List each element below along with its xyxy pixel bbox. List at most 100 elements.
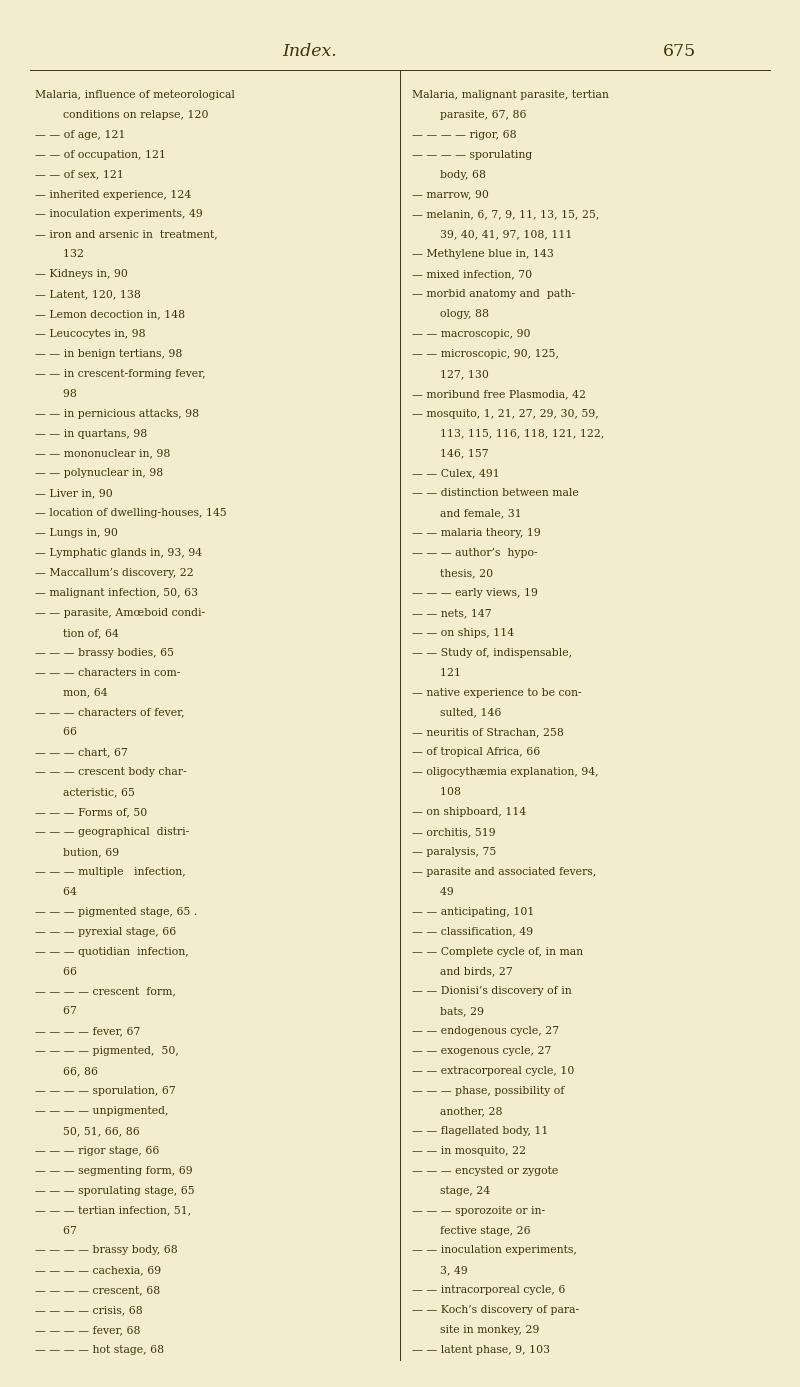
Text: 64: 64 [35, 886, 77, 897]
Text: — — — — crescent  form,: — — — — crescent form, [35, 986, 176, 996]
Text: — — — — hot stage, 68: — — — — hot stage, 68 [35, 1345, 164, 1355]
Text: — — in crescent-forming fever,: — — in crescent-forming fever, [35, 369, 206, 379]
Text: — morbid anatomy and  path-: — morbid anatomy and path- [412, 288, 575, 300]
Text: — — — — unpigmented,: — — — — unpigmented, [35, 1105, 169, 1117]
Text: conditions on relapse, 120: conditions on relapse, 120 [35, 110, 209, 119]
Text: 67: 67 [35, 1007, 77, 1017]
Text: — Latent, 120, 138: — Latent, 120, 138 [35, 288, 141, 300]
Text: — — latent phase, 9, 103: — — latent phase, 9, 103 [412, 1345, 550, 1355]
Text: — — — — cachexia, 69: — — — — cachexia, 69 [35, 1265, 161, 1276]
Text: — — — author’s  hypo-: — — — author’s hypo- [412, 548, 538, 558]
Text: 127, 130: 127, 130 [412, 369, 489, 379]
Text: — — flagellated body, 11: — — flagellated body, 11 [412, 1126, 548, 1136]
Text: 3, 49: 3, 49 [412, 1265, 468, 1276]
Text: — — Study of, indispensable,: — — Study of, indispensable, [412, 648, 572, 657]
Text: 146, 157: 146, 157 [412, 448, 489, 459]
Text: Malaria, influence of meteorological: Malaria, influence of meteorological [35, 90, 235, 100]
Text: — marrow, 90: — marrow, 90 [412, 190, 489, 200]
Text: — — extracorporeal cycle, 10: — — extracorporeal cycle, 10 [412, 1067, 574, 1076]
Text: 66: 66 [35, 967, 77, 976]
Text: 675: 675 [663, 43, 697, 61]
Text: body, 68: body, 68 [412, 169, 486, 180]
Text: — — polynuclear in, 98: — — polynuclear in, 98 [35, 469, 163, 479]
Text: — moribund free Plasmodia, 42: — moribund free Plasmodia, 42 [412, 388, 586, 399]
Text: mon, 64: mon, 64 [35, 688, 108, 698]
Text: — melanin, 6, 7, 9, 11, 13, 15, 25,: — melanin, 6, 7, 9, 11, 13, 15, 25, [412, 209, 599, 219]
Text: — — — — sporulation, 67: — — — — sporulation, 67 [35, 1086, 176, 1096]
Text: — — — — crisis, 68: — — — — crisis, 68 [35, 1305, 142, 1315]
Text: — Liver in, 90: — Liver in, 90 [35, 488, 113, 498]
Text: — — in quartans, 98: — — in quartans, 98 [35, 429, 147, 438]
Text: — — — Forms of, 50: — — — Forms of, 50 [35, 807, 147, 817]
Text: Malaria, malignant parasite, tertian: Malaria, malignant parasite, tertian [412, 90, 609, 100]
Text: — — macroscopic, 90: — — macroscopic, 90 [412, 329, 530, 338]
Text: — — exogenous cycle, 27: — — exogenous cycle, 27 [412, 1046, 551, 1057]
Text: 50, 51, 66, 86: 50, 51, 66, 86 [35, 1126, 140, 1136]
Text: 98: 98 [35, 388, 77, 399]
Text: — oligocythæmia explanation, 94,: — oligocythæmia explanation, 94, [412, 767, 598, 777]
Text: — — — characters of fever,: — — — characters of fever, [35, 707, 185, 717]
Text: — iron and arsenic in  treatment,: — iron and arsenic in treatment, [35, 229, 218, 240]
Text: ology, 88: ology, 88 [412, 309, 489, 319]
Text: Index.: Index. [282, 43, 338, 61]
Text: and female, 31: and female, 31 [412, 508, 522, 519]
Text: 113, 115, 116, 118, 121, 122,: 113, 115, 116, 118, 121, 122, [412, 429, 604, 438]
Text: — — in benign tertians, 98: — — in benign tertians, 98 [35, 350, 182, 359]
Text: — — mononuclear in, 98: — — mononuclear in, 98 [35, 448, 170, 459]
Text: — — — sporulating stage, 65: — — — sporulating stage, 65 [35, 1186, 194, 1196]
Text: — location of dwelling-houses, 145: — location of dwelling-houses, 145 [35, 508, 226, 519]
Text: — Lungs in, 90: — Lungs in, 90 [35, 528, 118, 538]
Text: — — malaria theory, 19: — — malaria theory, 19 [412, 528, 541, 538]
Text: — — endogenous cycle, 27: — — endogenous cycle, 27 [412, 1026, 559, 1036]
Text: — — — — fever, 67: — — — — fever, 67 [35, 1026, 140, 1036]
Text: 108: 108 [412, 788, 461, 798]
Text: 66, 86: 66, 86 [35, 1067, 98, 1076]
Text: and birds, 27: and birds, 27 [412, 967, 513, 976]
Text: — malignant infection, 50, 63: — malignant infection, 50, 63 [35, 588, 198, 598]
Text: — — — — sporulating: — — — — sporulating [412, 150, 532, 160]
Text: fective stage, 26: fective stage, 26 [412, 1226, 530, 1236]
Text: stage, 24: stage, 24 [412, 1186, 490, 1196]
Text: — — classification, 49: — — classification, 49 [412, 927, 533, 936]
Text: — — — early views, 19: — — — early views, 19 [412, 588, 538, 598]
Text: — — Culex, 491: — — Culex, 491 [412, 469, 500, 479]
Text: — — Complete cycle of, in man: — — Complete cycle of, in man [412, 946, 583, 957]
Text: — parasite and associated fevers,: — parasite and associated fevers, [412, 867, 596, 877]
Text: — — intracorporeal cycle, 6: — — intracorporeal cycle, 6 [412, 1286, 566, 1295]
Text: tion of, 64: tion of, 64 [35, 628, 119, 638]
Text: — — inoculation experiments,: — — inoculation experiments, [412, 1246, 577, 1255]
Text: — — Dionisi’s discovery of in: — — Dionisi’s discovery of in [412, 986, 572, 996]
Text: — — — pyrexial stage, 66: — — — pyrexial stage, 66 [35, 927, 176, 936]
Text: bution, 69: bution, 69 [35, 847, 119, 857]
Text: 121: 121 [412, 667, 461, 678]
Text: — — on ships, 114: — — on ships, 114 [412, 628, 514, 638]
Text: — — — — fever, 68: — — — — fever, 68 [35, 1325, 141, 1336]
Text: — Lemon decoction in, 148: — Lemon decoction in, 148 [35, 309, 185, 319]
Text: — — — — pigmented,  50,: — — — — pigmented, 50, [35, 1046, 179, 1057]
Text: — Lymphatic glands in, 93, 94: — Lymphatic glands in, 93, 94 [35, 548, 202, 558]
Text: 39, 40, 41, 97, 108, 111: 39, 40, 41, 97, 108, 111 [412, 229, 572, 240]
Text: — mixed infection, 70: — mixed infection, 70 [412, 269, 532, 279]
Text: — — parasite, Amœboid condi-: — — parasite, Amœboid condi- [35, 608, 205, 619]
Text: 132: 132 [35, 250, 84, 259]
Text: — — — brassy bodies, 65: — — — brassy bodies, 65 [35, 648, 174, 657]
Text: — — anticipating, 101: — — anticipating, 101 [412, 907, 534, 917]
Text: — — — pigmented stage, 65 .: — — — pigmented stage, 65 . [35, 907, 198, 917]
Text: — neuritis of Strachan, 258: — neuritis of Strachan, 258 [412, 727, 564, 738]
Text: another, 28: another, 28 [412, 1105, 502, 1117]
Text: — — — phase, possibility of: — — — phase, possibility of [412, 1086, 564, 1096]
Text: — Maccallum’s discovery, 22: — Maccallum’s discovery, 22 [35, 569, 194, 578]
Text: — — in pernicious attacks, 98: — — in pernicious attacks, 98 [35, 409, 199, 419]
Text: — inherited experience, 124: — inherited experience, 124 [35, 190, 191, 200]
Text: — — — crescent body char-: — — — crescent body char- [35, 767, 186, 777]
Text: — — — encysted or zygote: — — — encysted or zygote [412, 1165, 558, 1176]
Text: 49: 49 [412, 886, 454, 897]
Text: — Leucocytes in, 98: — Leucocytes in, 98 [35, 329, 146, 338]
Text: — — — segmenting form, 69: — — — segmenting form, 69 [35, 1165, 193, 1176]
Text: — — of occupation, 121: — — of occupation, 121 [35, 150, 166, 160]
Text: — — — chart, 67: — — — chart, 67 [35, 748, 128, 757]
Text: — — — geographical  distri-: — — — geographical distri- [35, 827, 190, 838]
Text: — Kidneys in, 90: — Kidneys in, 90 [35, 269, 128, 279]
Text: — of tropical Africa, 66: — of tropical Africa, 66 [412, 748, 540, 757]
Text: — — — — rigor, 68: — — — — rigor, 68 [412, 130, 517, 140]
